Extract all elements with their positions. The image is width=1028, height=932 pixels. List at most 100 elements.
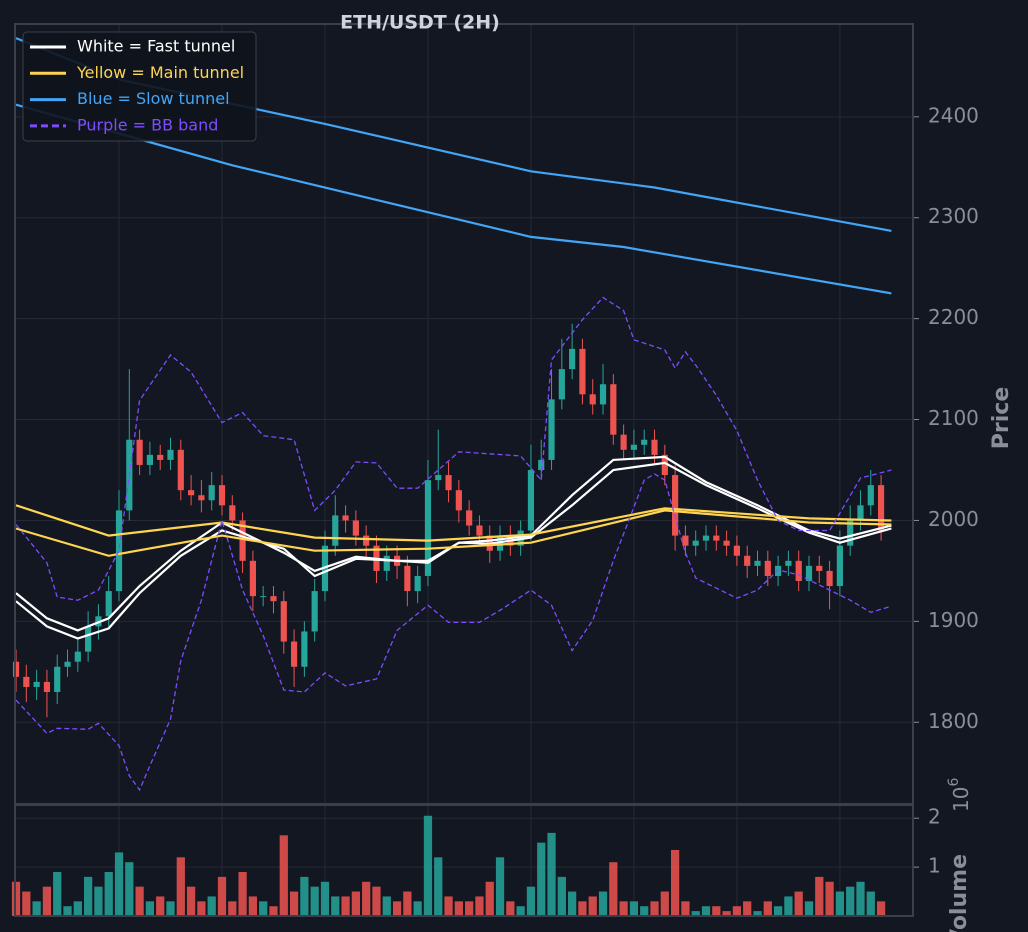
volume-bar bbox=[846, 886, 855, 916]
volume-bar bbox=[22, 891, 31, 916]
volume-bar bbox=[753, 911, 762, 916]
candle-body bbox=[146, 454, 153, 465]
volume-bar bbox=[156, 896, 165, 916]
candle-body bbox=[651, 439, 658, 455]
volume-bar bbox=[228, 901, 237, 916]
candle-body bbox=[713, 535, 720, 541]
volume-bar bbox=[73, 901, 82, 916]
y-tick-label: 2300 bbox=[928, 204, 979, 228]
legend-label: Blue = Slow tunnel bbox=[77, 89, 230, 108]
volume-bar bbox=[537, 842, 546, 916]
volume-offset: 106 bbox=[946, 778, 973, 812]
candle-body bbox=[229, 505, 236, 521]
volume-bar bbox=[238, 871, 247, 916]
volume-bar bbox=[609, 862, 618, 916]
candle-body bbox=[208, 485, 215, 501]
volume-bar bbox=[135, 886, 144, 916]
candle-body bbox=[218, 485, 226, 506]
volume-bar bbox=[166, 901, 175, 916]
candle-body bbox=[43, 681, 51, 692]
volume-bar bbox=[248, 896, 258, 916]
overlay-line bbox=[15, 504, 892, 542]
volume-bar bbox=[11, 881, 21, 916]
candle-body bbox=[424, 480, 432, 576]
candle-body bbox=[363, 535, 370, 546]
volume-bar bbox=[186, 886, 196, 916]
candle-body bbox=[64, 661, 71, 667]
volume-bar bbox=[114, 852, 124, 916]
volume-bar bbox=[207, 896, 216, 916]
candle-body bbox=[589, 394, 596, 405]
volume-bar bbox=[331, 896, 340, 916]
volume-frame bbox=[14, 804, 914, 917]
volume-bar bbox=[259, 901, 268, 916]
candle-body bbox=[630, 444, 638, 450]
y-axis-label: Price bbox=[989, 387, 1014, 449]
candle-body bbox=[527, 470, 535, 531]
candle-body bbox=[569, 348, 576, 370]
y-tick-label: 2400 bbox=[928, 103, 979, 127]
candle-body bbox=[136, 439, 143, 465]
volume-bar bbox=[712, 906, 721, 916]
candle-body bbox=[290, 641, 298, 667]
candle-body bbox=[558, 369, 565, 400]
volume-bar bbox=[516, 906, 525, 916]
candle-body bbox=[177, 449, 184, 491]
grid: 1800 1900 2000 2100 2200 2300 2400 1 2 bbox=[15, 24, 979, 916]
candle-body bbox=[352, 520, 359, 536]
volume-bar bbox=[485, 881, 494, 916]
offset-base: 10 bbox=[949, 787, 973, 812]
volume-bar bbox=[722, 911, 731, 916]
candle-body bbox=[826, 570, 833, 587]
volume-bar bbox=[300, 876, 309, 916]
candle-body bbox=[733, 545, 740, 556]
volume-bar bbox=[83, 876, 93, 916]
volume-bar bbox=[557, 876, 566, 916]
candle-body bbox=[23, 676, 30, 687]
candle-body bbox=[620, 434, 627, 450]
candle-body bbox=[816, 565, 823, 571]
overlay-line bbox=[15, 473, 892, 792]
candle-body bbox=[702, 535, 710, 541]
candle-body bbox=[867, 485, 874, 506]
candle-body bbox=[249, 560, 256, 597]
candle-body bbox=[723, 540, 730, 546]
candle-body bbox=[744, 555, 751, 566]
volume-bar bbox=[784, 896, 793, 916]
volume-bar bbox=[444, 896, 453, 916]
volume-bar bbox=[310, 886, 319, 916]
volume-bar bbox=[382, 896, 391, 916]
candle-body bbox=[383, 555, 390, 571]
y-tick-label: 1800 bbox=[928, 709, 979, 733]
volume-tick-label: 2 bbox=[928, 805, 941, 829]
volume-bar bbox=[94, 886, 103, 916]
candle-body bbox=[12, 661, 20, 677]
volume-bar bbox=[217, 876, 227, 916]
overlay-line bbox=[15, 509, 892, 557]
candle-body bbox=[661, 454, 668, 476]
volume-bar bbox=[526, 886, 536, 916]
candle-body bbox=[548, 399, 555, 460]
candle-body bbox=[188, 490, 195, 496]
volume-bar bbox=[362, 881, 371, 916]
legend-label: Yellow = Main tunnel bbox=[76, 63, 244, 82]
volume-bar bbox=[815, 876, 824, 916]
volume-bar bbox=[773, 906, 783, 916]
volume-bar bbox=[434, 857, 443, 916]
volume-bar bbox=[289, 891, 299, 916]
candle-body bbox=[435, 475, 442, 481]
volume-bar bbox=[53, 871, 62, 916]
volume-bar bbox=[104, 871, 113, 916]
volume-bar bbox=[32, 901, 41, 916]
overlay-line bbox=[15, 103, 892, 295]
candle-body bbox=[641, 439, 648, 445]
marks bbox=[11, 37, 892, 916]
candle-body bbox=[538, 459, 545, 471]
offset-exponent: 6 bbox=[946, 778, 962, 787]
volume-axis-label: Volume bbox=[947, 854, 972, 932]
volume-bar bbox=[640, 906, 649, 916]
volume-bar bbox=[691, 911, 700, 916]
volume-bar bbox=[506, 901, 515, 916]
volume-bar bbox=[681, 901, 690, 916]
candle-body bbox=[775, 565, 782, 576]
